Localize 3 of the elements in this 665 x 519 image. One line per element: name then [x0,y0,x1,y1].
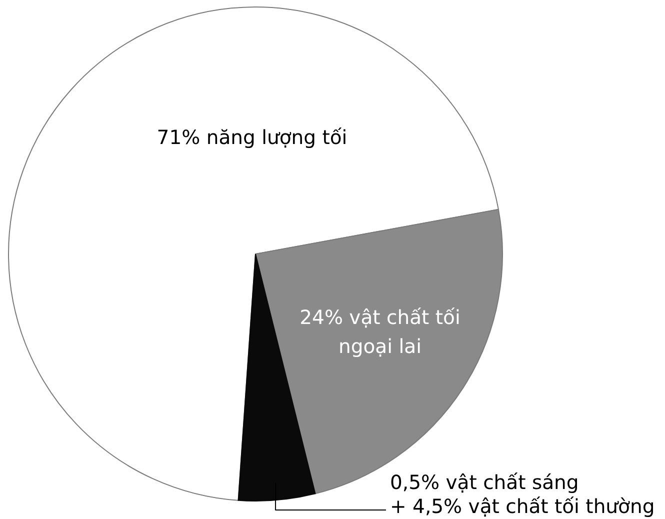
slice-label: 0,5% vật chất sáng + 4,5% vật chất tối thường [390,471,655,518]
slice-label: 24% vật chất tối ngoại lai [300,306,460,358]
slice-label: 71% năng lượng tối [156,126,348,149]
